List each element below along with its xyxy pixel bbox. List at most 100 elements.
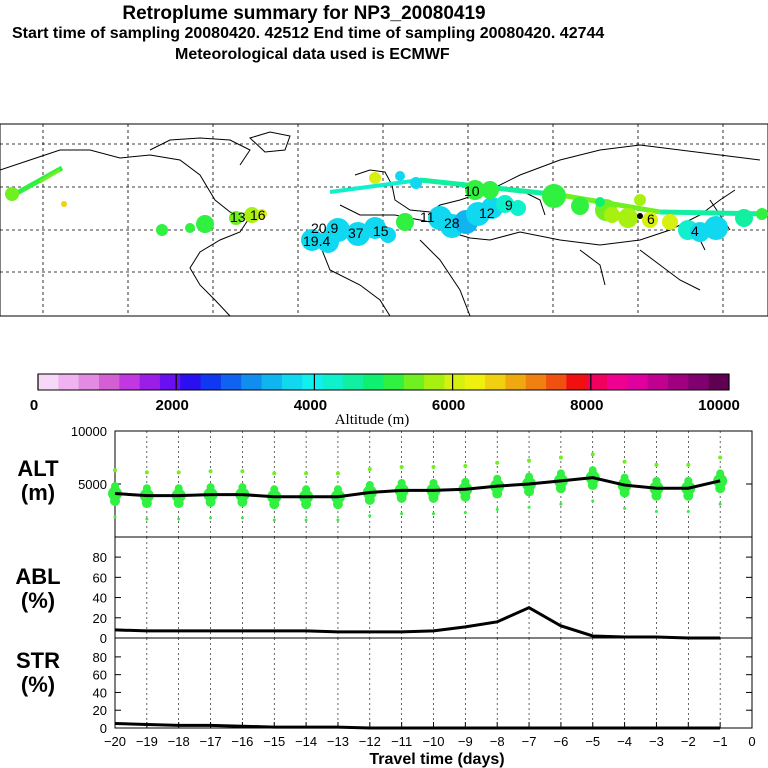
- y-axis-label: ABL: [15, 564, 60, 589]
- sampling-times: Start time of sampling 20080420. 42512 E…: [12, 25, 605, 42]
- colorbar-swatch: [281, 374, 303, 390]
- alt-sample-point: [715, 483, 726, 494]
- alt-sample-point: [684, 476, 693, 485]
- y-tick-label: 80: [93, 650, 107, 665]
- alt-sample-point: [654, 462, 659, 467]
- alt-sample-point: [527, 505, 531, 509]
- colorbar-swatch: [627, 374, 649, 390]
- colorbar-swatch: [322, 374, 344, 390]
- colorbar-swatch: [668, 374, 689, 390]
- x-tick-label: −11: [391, 734, 412, 749]
- colorbar-tick-label: 8000: [570, 397, 603, 414]
- alt-sample-point: [141, 498, 152, 509]
- alt-sample-point: [272, 471, 277, 476]
- series-line-str: [114, 722, 721, 730]
- map-label: 28: [444, 215, 460, 231]
- colorbar-swatch: [58, 374, 80, 390]
- x-tick-label: −15: [263, 734, 285, 749]
- alt-sample-point: [205, 497, 216, 508]
- alt-sample-point: [559, 502, 563, 506]
- alt-sample-point: [206, 483, 215, 492]
- colorbar-swatch: [159, 374, 181, 390]
- map-label: 37: [348, 225, 364, 241]
- x-tick-label: −3: [649, 734, 664, 749]
- alt-sample-point: [399, 465, 404, 470]
- colorbar-swatch: [607, 374, 628, 390]
- alt-sample-point: [240, 469, 245, 474]
- alt-sample-point: [113, 468, 117, 473]
- x-tick-label: −4: [617, 734, 632, 749]
- alt-sample-point: [304, 518, 308, 522]
- alt-sample-point: [683, 490, 694, 501]
- y-axis-label: ALT: [17, 456, 59, 481]
- alt-sample-point: [332, 499, 343, 510]
- y-tick-label: 20: [93, 703, 107, 718]
- x-tick-label: −18: [168, 734, 190, 749]
- alt-sample-point: [240, 516, 244, 520]
- y-axis-unit: (%): [21, 672, 55, 697]
- alt-sample-point: [238, 483, 247, 492]
- y-axis-unit: (%): [21, 588, 55, 613]
- alt-sample-point: [619, 487, 630, 498]
- colorbar-swatch: [464, 374, 486, 390]
- colorbar-swatch: [78, 374, 100, 390]
- colorbar-swatch: [546, 374, 567, 390]
- alt-sample-point: [686, 510, 690, 514]
- map-label: 10: [464, 183, 480, 199]
- alt-sample-point: [718, 455, 723, 460]
- alt-sample-point: [525, 472, 534, 481]
- colorbar-tick-label: 2000: [156, 397, 189, 414]
- map-label: 16: [250, 207, 266, 223]
- map-label: 15: [373, 223, 389, 239]
- alt-sample-point: [495, 507, 499, 511]
- alt-sample-point: [591, 499, 595, 503]
- colorbar-swatch: [383, 374, 405, 390]
- alt-sample-point: [588, 466, 597, 475]
- map-label: 13: [230, 209, 246, 225]
- alt-sample-point: [176, 470, 181, 475]
- colorbar-label: Altitude (m): [335, 412, 410, 428]
- alt-sample-point: [270, 485, 279, 494]
- y-tick-label: 20: [93, 611, 107, 626]
- map-label: 20.9: [311, 220, 338, 236]
- alt-sample-point: [716, 469, 725, 478]
- map-day-labels: 20.9 37 15 19.4 28 12 10 9 6 4 16 13 11: [230, 183, 699, 249]
- alt-sample-point: [558, 455, 563, 460]
- colorbar-swatch: [180, 374, 202, 390]
- colorbar-swatch: [403, 374, 425, 390]
- x-tick-label: −20: [104, 734, 126, 749]
- coastlines: [0, 131, 761, 317]
- x-tick-label: −7: [522, 734, 537, 749]
- y-axis-label: STR: [16, 648, 60, 673]
- colorbar-swatch: [241, 374, 263, 390]
- alt-sample-point: [364, 494, 375, 505]
- colorbar-swatch: [119, 374, 141, 390]
- x-tick-label: −19: [136, 734, 158, 749]
- alt-sample-point: [111, 482, 119, 491]
- colorbar-swatch: [566, 374, 588, 390]
- series-line-alt: [114, 476, 721, 499]
- alt-sample-point: [652, 476, 661, 485]
- x-tick-label: −12: [359, 734, 381, 749]
- alt-sample-point: [145, 517, 149, 521]
- alt-sample-point: [620, 473, 629, 482]
- alt-sample-point: [527, 458, 532, 463]
- alt-sample-point: [304, 471, 309, 476]
- alt-sample-point: [432, 512, 435, 516]
- colorbar-swatch: [424, 374, 445, 390]
- x-tick-label: −2: [681, 734, 696, 749]
- chart-title: Retroplume summary for NP3_20080419: [122, 3, 486, 24]
- colorbar-swatch: [444, 374, 466, 390]
- x-tick-label: −14: [295, 734, 317, 749]
- alt-sample-point: [173, 498, 184, 509]
- alt-sample-point: [429, 478, 438, 487]
- map-panel: 20.9 37 15 19.4 28 12 10 9 6 4 16 13 11: [0, 123, 768, 317]
- alt-sample-point: [587, 480, 598, 491]
- y-tick-label: 0: [100, 631, 107, 646]
- colorbar-swatch: [688, 374, 710, 390]
- colorbar-tick-label: 0: [30, 397, 38, 414]
- alt-sample-point: [336, 518, 340, 522]
- x-tick-label: −1: [713, 734, 728, 749]
- x-axis-label: Travel time (days): [369, 751, 504, 768]
